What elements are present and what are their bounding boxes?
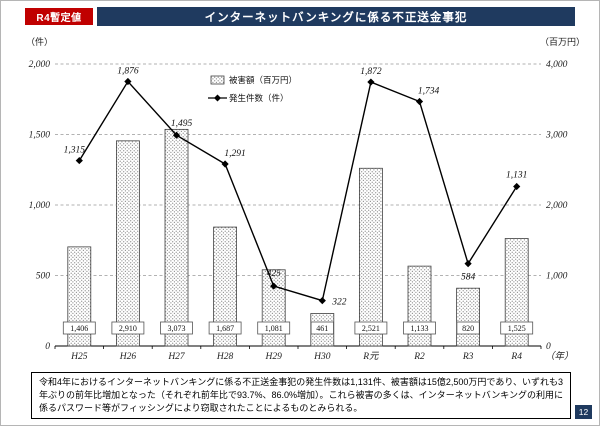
cases-data-label: 1,291 xyxy=(224,149,245,159)
damage-value-label: 1,081 xyxy=(265,324,283,333)
line-marker-diamond-icon xyxy=(415,97,424,106)
damage-value-label: 1,687 xyxy=(216,324,234,333)
damage-value-box xyxy=(403,321,436,335)
line-marker-diamond-icon xyxy=(367,78,375,86)
left-axis-tick: 500 xyxy=(36,272,51,282)
damage-bar xyxy=(67,246,92,347)
x-category-label: R4 xyxy=(510,352,522,362)
left-axis-tick: 2,000 xyxy=(29,60,51,70)
x-category-label: R3 xyxy=(462,352,474,362)
provisional-value-badge: R4暫定値 xyxy=(25,8,93,25)
damage-bar xyxy=(456,287,481,347)
right-axis-tick: 2,000 xyxy=(546,201,568,211)
damage-value-box xyxy=(257,321,291,335)
damage-value-box xyxy=(310,321,334,335)
damage-value-label: 2,910 xyxy=(119,324,137,333)
damage-value-label: 1,525 xyxy=(508,324,526,333)
damage-value-box xyxy=(500,321,534,335)
legend-damage-label: 被害額（百万円） xyxy=(229,75,297,85)
right-axis-tick: 3,000 xyxy=(545,131,568,141)
damage-bar xyxy=(164,128,189,347)
cases-line xyxy=(78,80,518,302)
x-category-label: H26 xyxy=(119,352,137,362)
damage-value-label: 3,073 xyxy=(168,324,186,333)
cases-data-label: 425 xyxy=(267,269,282,279)
damage-value-box xyxy=(160,321,193,335)
damage-value-box xyxy=(456,321,480,335)
cases-data-label: 322 xyxy=(331,298,347,308)
right-axis-caption: （百万円） xyxy=(540,37,585,47)
damage-bar xyxy=(358,167,383,347)
cases-data-label: 584 xyxy=(461,273,476,283)
damage-value-box xyxy=(208,321,242,335)
x-category-label: H30 xyxy=(313,352,331,362)
damage-bar xyxy=(213,226,238,347)
x-category-label: R2 xyxy=(413,352,425,362)
damage-value-label: 2,521 xyxy=(362,324,380,333)
x-category-label: H28 xyxy=(216,352,234,362)
damage-bar xyxy=(116,140,140,347)
fraud-remittance-chart: 0 500 1,000 1,500 2,000 0 1,000 2,000 3,000 4,000… xyxy=(26,36,585,362)
x-category-label: H29 xyxy=(265,352,283,362)
cases-data-label: 1,495 xyxy=(171,119,193,129)
right-axis-tick: 4,000 xyxy=(546,60,568,70)
damage-value-label: 461 xyxy=(316,324,328,333)
x-category-label: H25 xyxy=(70,352,88,362)
damage-value-box xyxy=(354,321,388,335)
damage-value-label: 1,133 xyxy=(411,324,429,333)
right-axis-tick: 0 xyxy=(546,342,551,352)
cases-data-label: 1,734 xyxy=(418,87,440,97)
line-marker-diamond-icon xyxy=(464,260,472,268)
summary-note: 令和4年におけるインターネットバンキングに係る不正送金事犯の発生件数は1,131… xyxy=(31,372,571,420)
damage-value-label: 1,406 xyxy=(70,324,88,333)
line-marker-diamond-icon xyxy=(124,77,132,86)
damage-bar xyxy=(261,269,286,347)
chart-area: 0 500 1,000 1,500 2,000 0 1,000 2,000 3,000 4,000… xyxy=(9,29,593,369)
page-title: インターネットバンキングに係る不正送金事犯 xyxy=(97,7,575,26)
left-axis-tick: 0 xyxy=(45,342,50,352)
left-axis-caption: （件） xyxy=(26,36,53,47)
line-marker-diamond-icon xyxy=(318,296,326,305)
legend-diamond-icon xyxy=(214,94,221,102)
damage-value-box xyxy=(111,321,145,335)
line-marker-diamond-icon xyxy=(221,160,229,168)
legend-bar-swatch-icon xyxy=(210,75,225,85)
right-axis-tick: 1,000 xyxy=(546,272,568,282)
line-marker-diamond-icon xyxy=(75,156,83,165)
cases-data-label: 1,315 xyxy=(64,146,86,156)
legend-cases-label: 発生件数（件） xyxy=(229,93,289,103)
damage-value-label: 820 xyxy=(462,324,474,333)
left-axis-tick: 1,000 xyxy=(29,201,51,211)
left-axis-tick: 1,500 xyxy=(29,131,51,141)
x-axis-unit-label: （年） xyxy=(545,350,574,362)
cases-data-label: 1,872 xyxy=(360,67,382,77)
damage-bar xyxy=(504,238,529,347)
cases-data-label: 1,131 xyxy=(506,171,527,181)
page-number: 12 xyxy=(575,405,592,419)
line-marker-diamond-icon xyxy=(270,282,278,290)
line-marker-diamond-icon xyxy=(513,182,521,191)
cases-data-label: 1,876 xyxy=(117,66,139,76)
x-category-label: H27 xyxy=(167,352,186,362)
damage-value-box xyxy=(62,321,96,335)
x-category-label: R元 xyxy=(362,351,380,362)
